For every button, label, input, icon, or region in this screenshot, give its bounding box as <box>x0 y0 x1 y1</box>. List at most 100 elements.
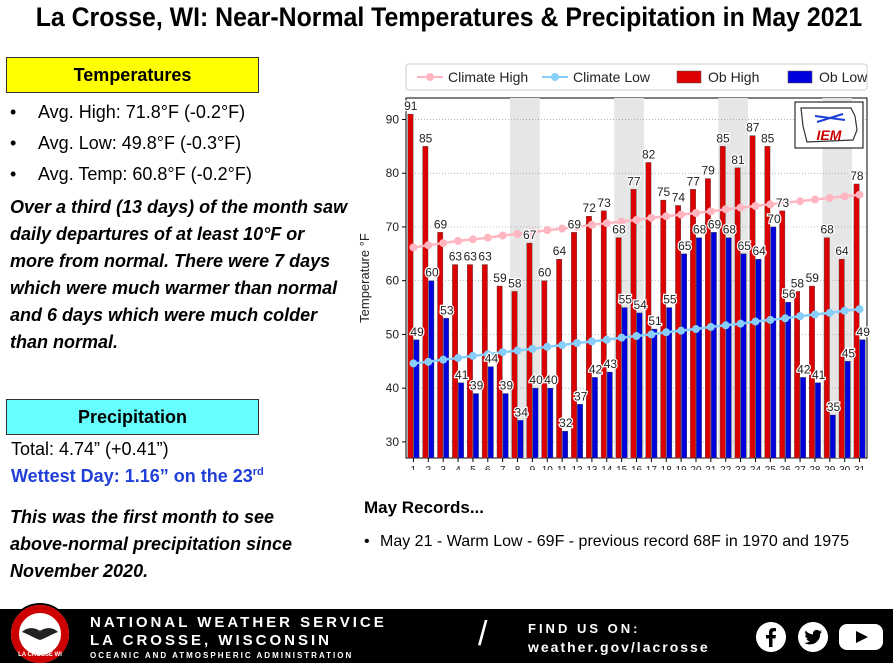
ob-low-bar <box>621 307 628 459</box>
ob-high-bar <box>690 189 696 459</box>
climate-low-point <box>602 335 611 344</box>
climate-high-point <box>573 222 582 231</box>
climate-low-point <box>840 306 849 315</box>
ob-high-label: 59 <box>493 271 507 285</box>
x-tick-label: 30 <box>839 465 851 470</box>
ob-low-label: 39 <box>500 379 514 393</box>
ob-low-bar <box>829 414 836 459</box>
x-tick-label: 18 <box>661 465 673 470</box>
x-tick-label: 29 <box>824 465 836 470</box>
ob-low-label: 34 <box>515 405 529 419</box>
ob-high-label: 64 <box>553 244 567 258</box>
ob-low-bar <box>502 393 509 459</box>
ob-low-bar <box>606 371 613 459</box>
ob-low-label: 53 <box>440 303 454 317</box>
y-tick-label: 50 <box>386 327 400 341</box>
climate-low-point <box>439 355 448 364</box>
ob-low-bar <box>547 387 554 459</box>
y-tick-label: 60 <box>386 274 400 288</box>
ob-high-bar <box>764 146 771 459</box>
ob-low-label: 45 <box>842 346 856 360</box>
ob-low-bar <box>413 339 420 459</box>
climate-low-point <box>498 348 507 357</box>
legend-swatch-2 <box>676 70 702 84</box>
climate-low-point <box>647 330 656 339</box>
climate-high-point <box>632 215 641 224</box>
temperature-stats-list: Avg. High: 71.8°F (-0.2°F) Avg. Low: 49.… <box>10 97 252 190</box>
x-tick-label: 7 <box>500 465 506 470</box>
ob-high-label: 81 <box>731 153 745 167</box>
climate-high-point <box>677 210 686 219</box>
ob-low-label: 55 <box>619 293 633 307</box>
ob-high-bar <box>630 189 637 459</box>
ob-high-bar <box>422 146 429 459</box>
legend-label-2: Ob High <box>708 69 759 85</box>
precip-total: Total: 4.74” (+0.41”) <box>11 439 169 459</box>
climate-low-point <box>662 328 671 337</box>
temperatures-header: Temperatures <box>6 57 259 93</box>
y-tick-label: 80 <box>386 166 400 180</box>
x-tick-label: 31 <box>854 465 866 470</box>
x-tick-label: 19 <box>676 465 688 470</box>
ob-low-bar <box>458 382 464 459</box>
logo-text: LA CROSSE WI <box>18 652 62 658</box>
ob-low-label: 55 <box>663 293 677 307</box>
ob-low-bar <box>725 237 732 459</box>
ob-low-bar <box>681 253 687 459</box>
ob-low-label: 70 <box>767 212 781 226</box>
climate-low-point <box>632 332 641 341</box>
ob-high-bar <box>705 178 711 459</box>
wettest-day-text: Wettest Day: 1.16” on the 23 <box>11 466 253 486</box>
ob-low-label: 60 <box>425 266 439 280</box>
footer-bar: NATIONAL WEATHER SERVICE LA CROSSE, WISC… <box>0 609 893 663</box>
ob-low-bar <box>591 377 598 459</box>
x-tick-label: 3 <box>440 465 446 470</box>
climate-high-point <box>810 195 819 204</box>
climate-low-point <box>781 314 790 323</box>
climate-low-point <box>706 322 715 331</box>
ob-low-label: 69 <box>708 217 722 231</box>
ob-high-bar <box>541 280 548 459</box>
climate-high-point <box>513 229 522 238</box>
footer-website-link[interactable]: weather.gov/lacrosse <box>528 639 710 655</box>
facebook-icon[interactable] <box>755 621 787 653</box>
legend-marker-1 <box>551 73 559 81</box>
ob-high-label: 58 <box>791 276 805 290</box>
wettest-day-suffix: rd <box>252 466 264 478</box>
twitter-icon[interactable] <box>797 621 829 653</box>
climate-high-point <box>721 205 730 214</box>
ob-high-bar <box>481 264 488 459</box>
ob-low-bar <box>770 226 777 459</box>
temperature-chart: Climate High Climate Low Ob High Ob Low 30 40… <box>357 63 871 470</box>
records-title: May Records... <box>364 498 484 517</box>
x-tick-label: 26 <box>780 465 792 470</box>
climate-high-point <box>454 236 463 245</box>
x-tick-label: 21 <box>705 465 717 470</box>
climate-low-point <box>528 344 537 353</box>
youtube-icon[interactable] <box>838 621 884 653</box>
climate-high-point <box>736 203 745 212</box>
ob-low-bar <box>636 312 643 459</box>
climate-low-point <box>810 310 819 319</box>
ob-low-label: 49 <box>410 325 424 339</box>
y-tick-label: 40 <box>386 381 400 395</box>
climate-high-point <box>781 198 790 207</box>
climate-high-point <box>691 208 700 217</box>
ob-high-bar <box>838 258 845 459</box>
iem-logo-stroke <box>816 113 844 123</box>
wettest-day: Wettest Day: 1.16” on the 23rd <box>11 466 264 487</box>
climate-high-point <box>587 220 596 229</box>
ob-low-bar <box>666 307 673 459</box>
ob-low-bar <box>487 366 494 459</box>
x-tick-label: 23 <box>735 465 747 470</box>
ob-high-label: 77 <box>627 174 641 188</box>
ob-high-label: 63 <box>464 250 478 264</box>
ob-high-label: 91 <box>404 99 418 113</box>
x-tick-label: 13 <box>586 465 598 470</box>
y-tick-label: 30 <box>386 435 400 449</box>
ob-low-bar <box>740 253 747 459</box>
ob-high-label: 73 <box>776 196 790 210</box>
ob-high-label: 58 <box>508 276 522 290</box>
climate-low-point <box>454 354 463 363</box>
ob-high-label: 79 <box>701 164 715 178</box>
